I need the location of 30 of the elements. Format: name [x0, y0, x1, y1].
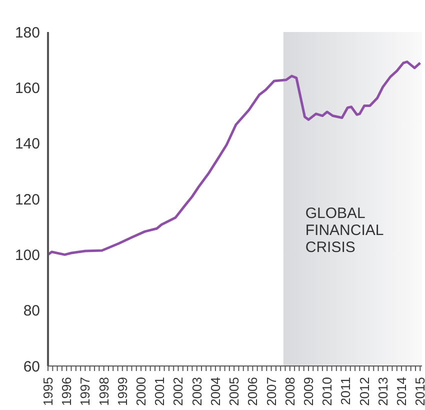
- x-tick-label: 2003: [189, 377, 204, 406]
- y-tick-label: 80: [23, 302, 40, 320]
- band-label: GLOBAL FINANCIAL CRISIS: [305, 205, 384, 256]
- y-tick-label: 160: [14, 80, 40, 97]
- x-tick-label: 2014: [394, 377, 410, 406]
- x-tick-label: 2013: [375, 377, 390, 406]
- y-tick-label: 140: [14, 136, 40, 153]
- x-tick-label: 2007: [264, 377, 279, 406]
- y-tick-label: 120: [14, 191, 40, 208]
- x-tick-label: 2012: [356, 377, 372, 406]
- x-tick-label: 2000: [134, 377, 149, 406]
- x-tick-label: 2015: [412, 377, 425, 406]
- x-tick-label: 2009: [300, 377, 316, 406]
- x-tick-label: 2006: [245, 377, 260, 406]
- x-tick-label: 1998: [96, 377, 112, 406]
- x-tick-label: 1999: [114, 377, 130, 406]
- line-series: [48, 60, 422, 256]
- x-tick-label: 2008: [282, 377, 298, 406]
- x-tick-label: 1997: [78, 377, 93, 406]
- y-tick-label: 100: [14, 246, 40, 264]
- x-tick-label: 2010: [320, 377, 335, 406]
- x-tick-label: 2002: [170, 377, 186, 406]
- x-tick-label: 2001: [152, 377, 168, 406]
- x-tick-label: 1995: [40, 377, 56, 406]
- y-tick-label: 180: [14, 24, 40, 42]
- x-tick-label: 2005: [226, 377, 242, 406]
- y-tick-label: 60: [23, 358, 40, 376]
- x-tick-label: 1996: [59, 377, 74, 406]
- x-tick-label: 2011: [338, 377, 354, 405]
- x-tick-label: 2004: [208, 377, 223, 406]
